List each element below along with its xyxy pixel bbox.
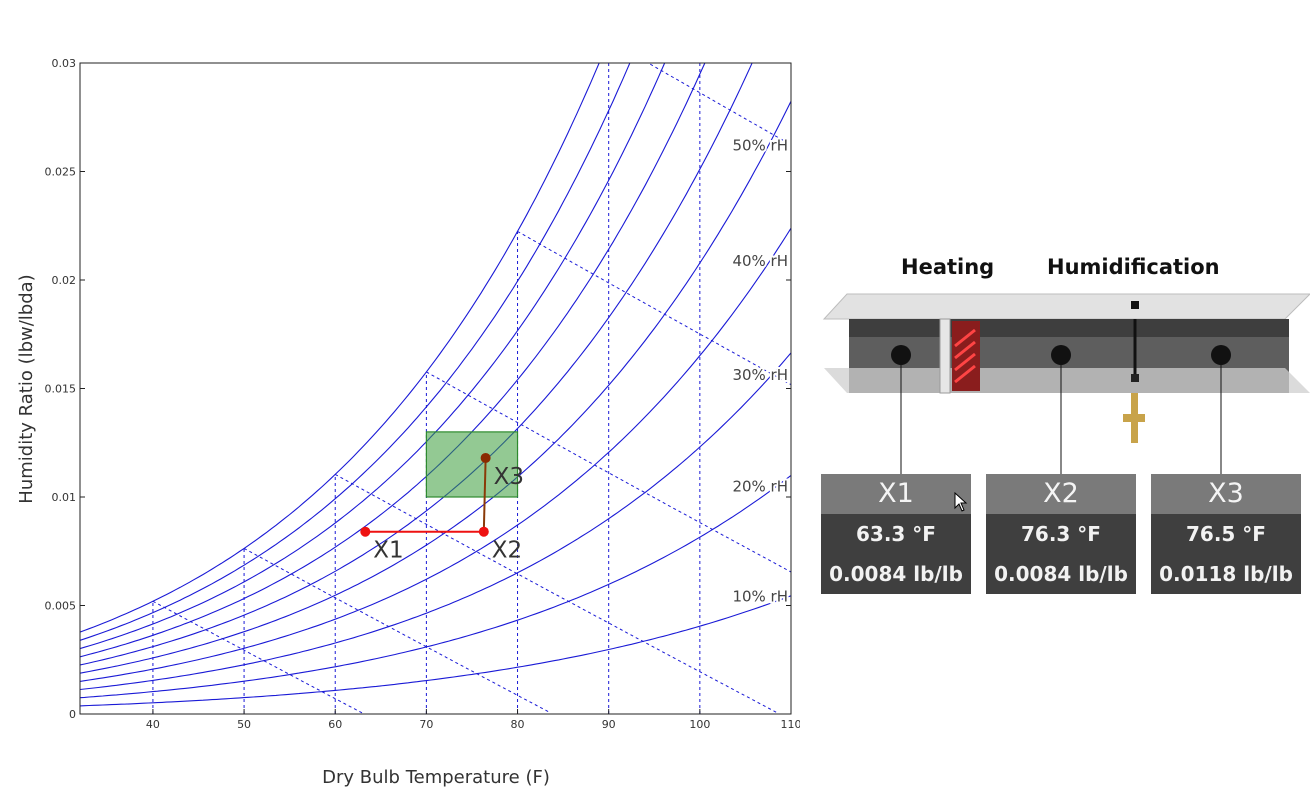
- station-card-x2: X2 76.3 °F 0.0084 lb/lb: [986, 474, 1136, 594]
- station-temperature: 76.3 °F: [1021, 522, 1101, 546]
- x-tick-label: 50: [237, 718, 251, 731]
- x-tick-label: 90: [602, 718, 616, 731]
- rh-curve: [80, 63, 666, 650]
- y-tick-label: 0: [69, 708, 76, 721]
- station-temperature: 63.3 °F: [856, 522, 936, 546]
- rh-label: 50% rH: [732, 137, 788, 155]
- station-name: X2: [986, 474, 1136, 514]
- humidifier-nozzle: [1131, 301, 1139, 309]
- station-humidity-ratio: 0.0118 lb/lb: [1159, 562, 1293, 586]
- state-point-x1: [360, 526, 371, 537]
- process-line: [482, 457, 487, 532]
- x-axis: 40 50 60 70 80 90 100 110: [146, 709, 800, 731]
- rh-label: 10% rH: [732, 588, 788, 606]
- heating-coil: [939, 318, 951, 394]
- state-point-label: X2: [492, 538, 522, 564]
- rh-curve: [80, 474, 791, 699]
- y-tick-label: 0.005: [45, 600, 77, 613]
- duct-illustration: [822, 293, 1310, 474]
- air-handling-diagram: Heating Humidification X1: [815, 250, 1310, 610]
- x-tick-label: 70: [419, 718, 433, 731]
- state-point-x3: [480, 452, 491, 463]
- station-card-x3: X3 76.5 °F 0.0118 lb/lb: [1151, 474, 1301, 594]
- wet-bulb-line: [152, 600, 363, 714]
- comfort-zone: [425, 431, 519, 498]
- rh-curve: [80, 63, 753, 666]
- wet-bulb-line: [243, 547, 550, 713]
- station-humidity-ratio: 0.0084 lb/lb: [829, 562, 963, 586]
- y-tick-label: 0.01: [52, 491, 77, 504]
- rh-curve: [80, 101, 791, 674]
- y-axis-label: Humidity Ratio (lbw/lbda): [16, 274, 37, 503]
- y-tick-label: 0.015: [45, 383, 77, 396]
- x-tick-label: 110: [781, 718, 801, 731]
- y-tick-label: 0.03: [52, 57, 77, 70]
- humidification-label: Humidification: [1047, 255, 1220, 279]
- rh-label: 30% rH: [732, 366, 788, 384]
- station-name: X1: [821, 474, 971, 514]
- mouse-cursor-icon: [954, 492, 968, 512]
- station-temperature: 76.5 °F: [1186, 522, 1266, 546]
- x-tick-label: 100: [689, 718, 710, 731]
- rh-label: 40% rH: [732, 252, 788, 270]
- x-axis-label: Dry Bulb Temperature (F): [322, 767, 550, 788]
- wet-bulb-line: [647, 63, 791, 146]
- y-tick-label: 0.025: [45, 166, 77, 179]
- plot-area: X1 X2 X3 10% rH 20% rH 30% rH 40% rH 50% rH: [80, 63, 791, 714]
- station-x3-marker: [1211, 345, 1231, 365]
- rh-label: 20% rH: [732, 478, 788, 496]
- duct-top-panel: [822, 293, 1310, 320]
- station-name: X3: [1151, 474, 1301, 514]
- x-tick-label: 40: [146, 718, 160, 731]
- plot-frame: [79, 62, 792, 715]
- wet-bulb-line: [517, 230, 791, 386]
- rh-curve: [80, 63, 600, 633]
- station-x1-marker: [891, 345, 911, 365]
- rh-curve: [80, 352, 791, 691]
- y-axis: 0 0.005 0.01 0.015 0.02 0.025 0.03: [45, 57, 791, 721]
- station-card-x1: X1 63.3 °F 0.0084 lb/lb: [821, 474, 971, 594]
- station-x2-marker: [1051, 345, 1071, 365]
- heating-label: Heating: [901, 255, 995, 279]
- duct-bottom-panel: [824, 368, 1310, 393]
- wet-bulb-line: [426, 371, 791, 573]
- state-point-x2: [478, 526, 489, 537]
- y-tick-label: 0.02: [52, 274, 77, 287]
- station-humidity-ratio: 0.0084 lb/lb: [994, 562, 1128, 586]
- rh-curve: [80, 595, 791, 707]
- rh-curve: [80, 227, 791, 682]
- state-point-label: X3: [494, 464, 524, 490]
- rh-curve: [80, 63, 631, 641]
- x-tick-label: 60: [328, 718, 342, 731]
- state-point-label: X1: [373, 538, 403, 564]
- x-tick-label: 80: [511, 718, 525, 731]
- psychrometric-chart: X1 X2 X3 10% rH 20% rH 30% rH 40% rH 50% rH 40 5…: [16, 57, 800, 788]
- rh-curve: [80, 63, 706, 658]
- wet-bulb-line: [334, 473, 778, 714]
